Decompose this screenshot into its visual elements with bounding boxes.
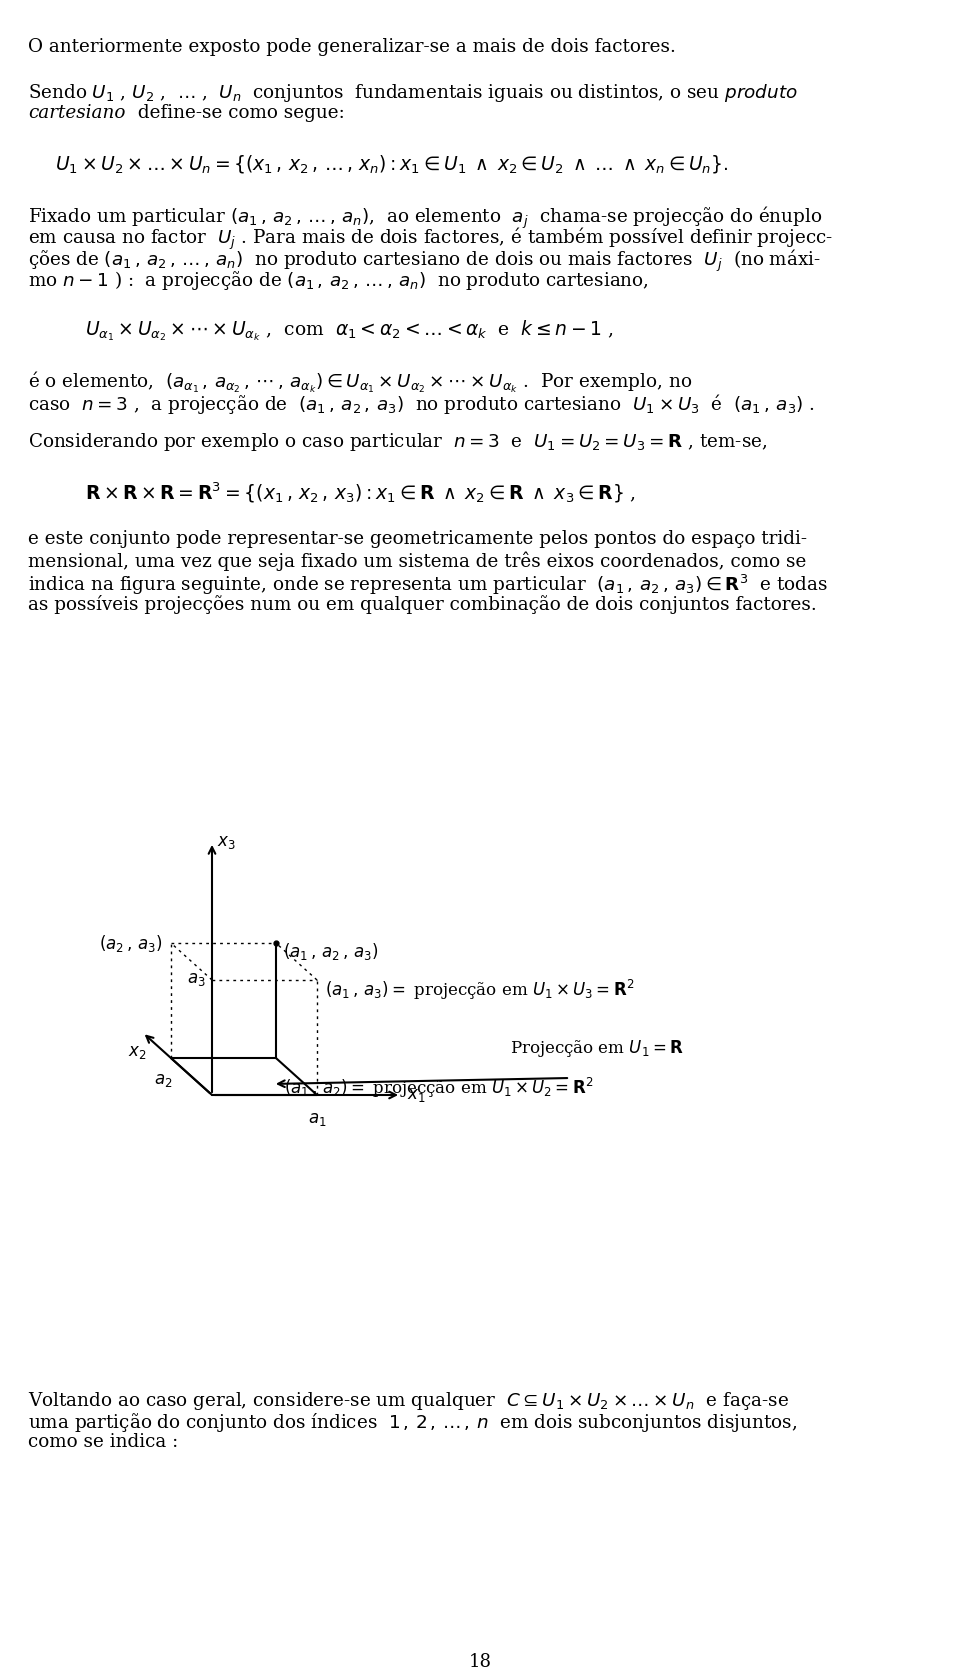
Text: $x_2$: $x_2$ [129, 1044, 147, 1062]
Text: $x_3$: $x_3$ [217, 834, 236, 851]
Text: $x_1$: $x_1$ [407, 1086, 425, 1104]
Text: em causa no factor  $U_j$ . Para mais de dois factores, é também possível defini: em causa no factor $U_j$ . Para mais de … [28, 227, 833, 252]
Text: Considerando por exemplo o caso particular  $n = 3$  e  $U_1 = U_2 = U_3 = \math: Considerando por exemplo o caso particul… [28, 431, 767, 453]
Text: define-se como segue:: define-se como segue: [132, 104, 345, 121]
Text: indica na figura seguinte, onde se representa um particular  $(a_1\,,\,a_2\,,\,a: indica na figura seguinte, onde se repre… [28, 572, 828, 597]
Text: e este conjunto pode representar-se geometricamente pelos pontos do espaço tridi: e este conjunto pode representar-se geom… [28, 530, 807, 549]
Text: Sendo $U_1$ , $U_2$ ,  $\ldots$ ,  $U_n$  conjuntos  fundamentais iguais ou dist: Sendo $U_1$ , $U_2$ , $\ldots$ , $U_n$ c… [28, 82, 798, 104]
Text: ções de $(a_1\,,\,a_2\,,\,\ldots\,,\,a_n)$  no produto cartesiano de dois ou mai: ções de $(a_1\,,\,a_2\,,\,\ldots\,,\,a_n… [28, 247, 821, 274]
Text: $\mathbf{R} \times \mathbf{R} \times \mathbf{R} = \mathbf{R}^3 = \{(x_1\,,\,x_2\: $\mathbf{R} \times \mathbf{R} \times \ma… [85, 480, 636, 505]
Text: as possíveis projecções num ou em qualquer combinação de dois conjuntos factores: as possíveis projecções num ou em qualqu… [28, 594, 817, 614]
Text: como se indica :: como se indica : [28, 1433, 179, 1451]
Text: Voltando ao caso geral, considere-se um qualquer  $C \subseteq U_1 \times U_2 \t: Voltando ao caso geral, considere-se um … [28, 1389, 789, 1411]
Text: $U_1 \times U_2 \times \ldots \times U_n = \{(x_1\,,\,x_2\,,\,\ldots\,,\,x_n) : : $U_1 \times U_2 \times \ldots \times U_n… [55, 153, 729, 175]
Text: $(a_1\,,\,a_3) = $ projecção em $U_1 \times U_3 = \mathbf{R}^2$: $(a_1\,,\,a_3) = $ projecção em $U_1 \ti… [325, 978, 635, 1002]
Text: 18: 18 [468, 1653, 492, 1671]
Text: $a_2$: $a_2$ [154, 1072, 173, 1089]
Text: $U_{\alpha_1} \times U_{\alpha_2} \times \cdots \times U_{\alpha_k}$ ,  com  $\a: $U_{\alpha_1} \times U_{\alpha_2} \times… [85, 319, 613, 342]
Text: mo $n-1$ ) :  a projecção de $(a_1\,,\,a_2\,,\,\ldots\,,\,a_n)$  no produto cart: mo $n-1$ ) : a projecção de $(a_1\,,\,a_… [28, 268, 649, 292]
Text: O anteriormente exposto pode generalizar-se a mais de dois factores.: O anteriormente exposto pode generalizar… [28, 39, 676, 55]
Text: cartesiano: cartesiano [28, 104, 126, 121]
Text: $(a_1\,,\,a_2) = $ projecção em $U_1 \times U_2 = \mathbf{R}^2$: $(a_1\,,\,a_2) = $ projecção em $U_1 \ti… [284, 1076, 593, 1101]
Text: $a_3$: $a_3$ [187, 972, 206, 988]
Text: mensional, uma vez que seja fixado um sistema de três eixos coordenados, como se: mensional, uma vez que seja fixado um si… [28, 552, 806, 571]
Text: $(a_1\,,\,a_2\,,\,a_3)$: $(a_1\,,\,a_2\,,\,a_3)$ [283, 941, 379, 961]
Text: $a_1$: $a_1$ [308, 1111, 326, 1128]
Text: Fixado um particular $(a_1\,,\,a_2\,,\,\ldots\,,\,a_n)$,  ao elemento  $a_j$  ch: Fixado um particular $(a_1\,,\,a_2\,,\,\… [28, 205, 823, 230]
Text: caso  $n = 3$ ,  a projecção de  $(a_1\,,\,a_2\,,\,a_3)$  no produto cartesiano : caso $n = 3$ , a projecção de $(a_1\,,\,… [28, 391, 815, 416]
Text: Projecção em $U_1 = \mathbf{R}$: Projecção em $U_1 = \mathbf{R}$ [510, 1039, 684, 1059]
Text: $(a_2\,,\,a_3)$: $(a_2\,,\,a_3)$ [100, 933, 163, 953]
Text: uma partição do conjunto dos índices  $1\,,\,2\,,\,\ldots\,,\, n$  em dois subco: uma partição do conjunto dos índices $1\… [28, 1411, 797, 1435]
Text: é o elemento,  $(a_{\alpha_1}\,,\,a_{\alpha_2}\,,\,\cdots\,,\,a_{\alpha_k}) \in : é o elemento, $(a_{\alpha_1}\,,\,a_{\alp… [28, 371, 692, 394]
